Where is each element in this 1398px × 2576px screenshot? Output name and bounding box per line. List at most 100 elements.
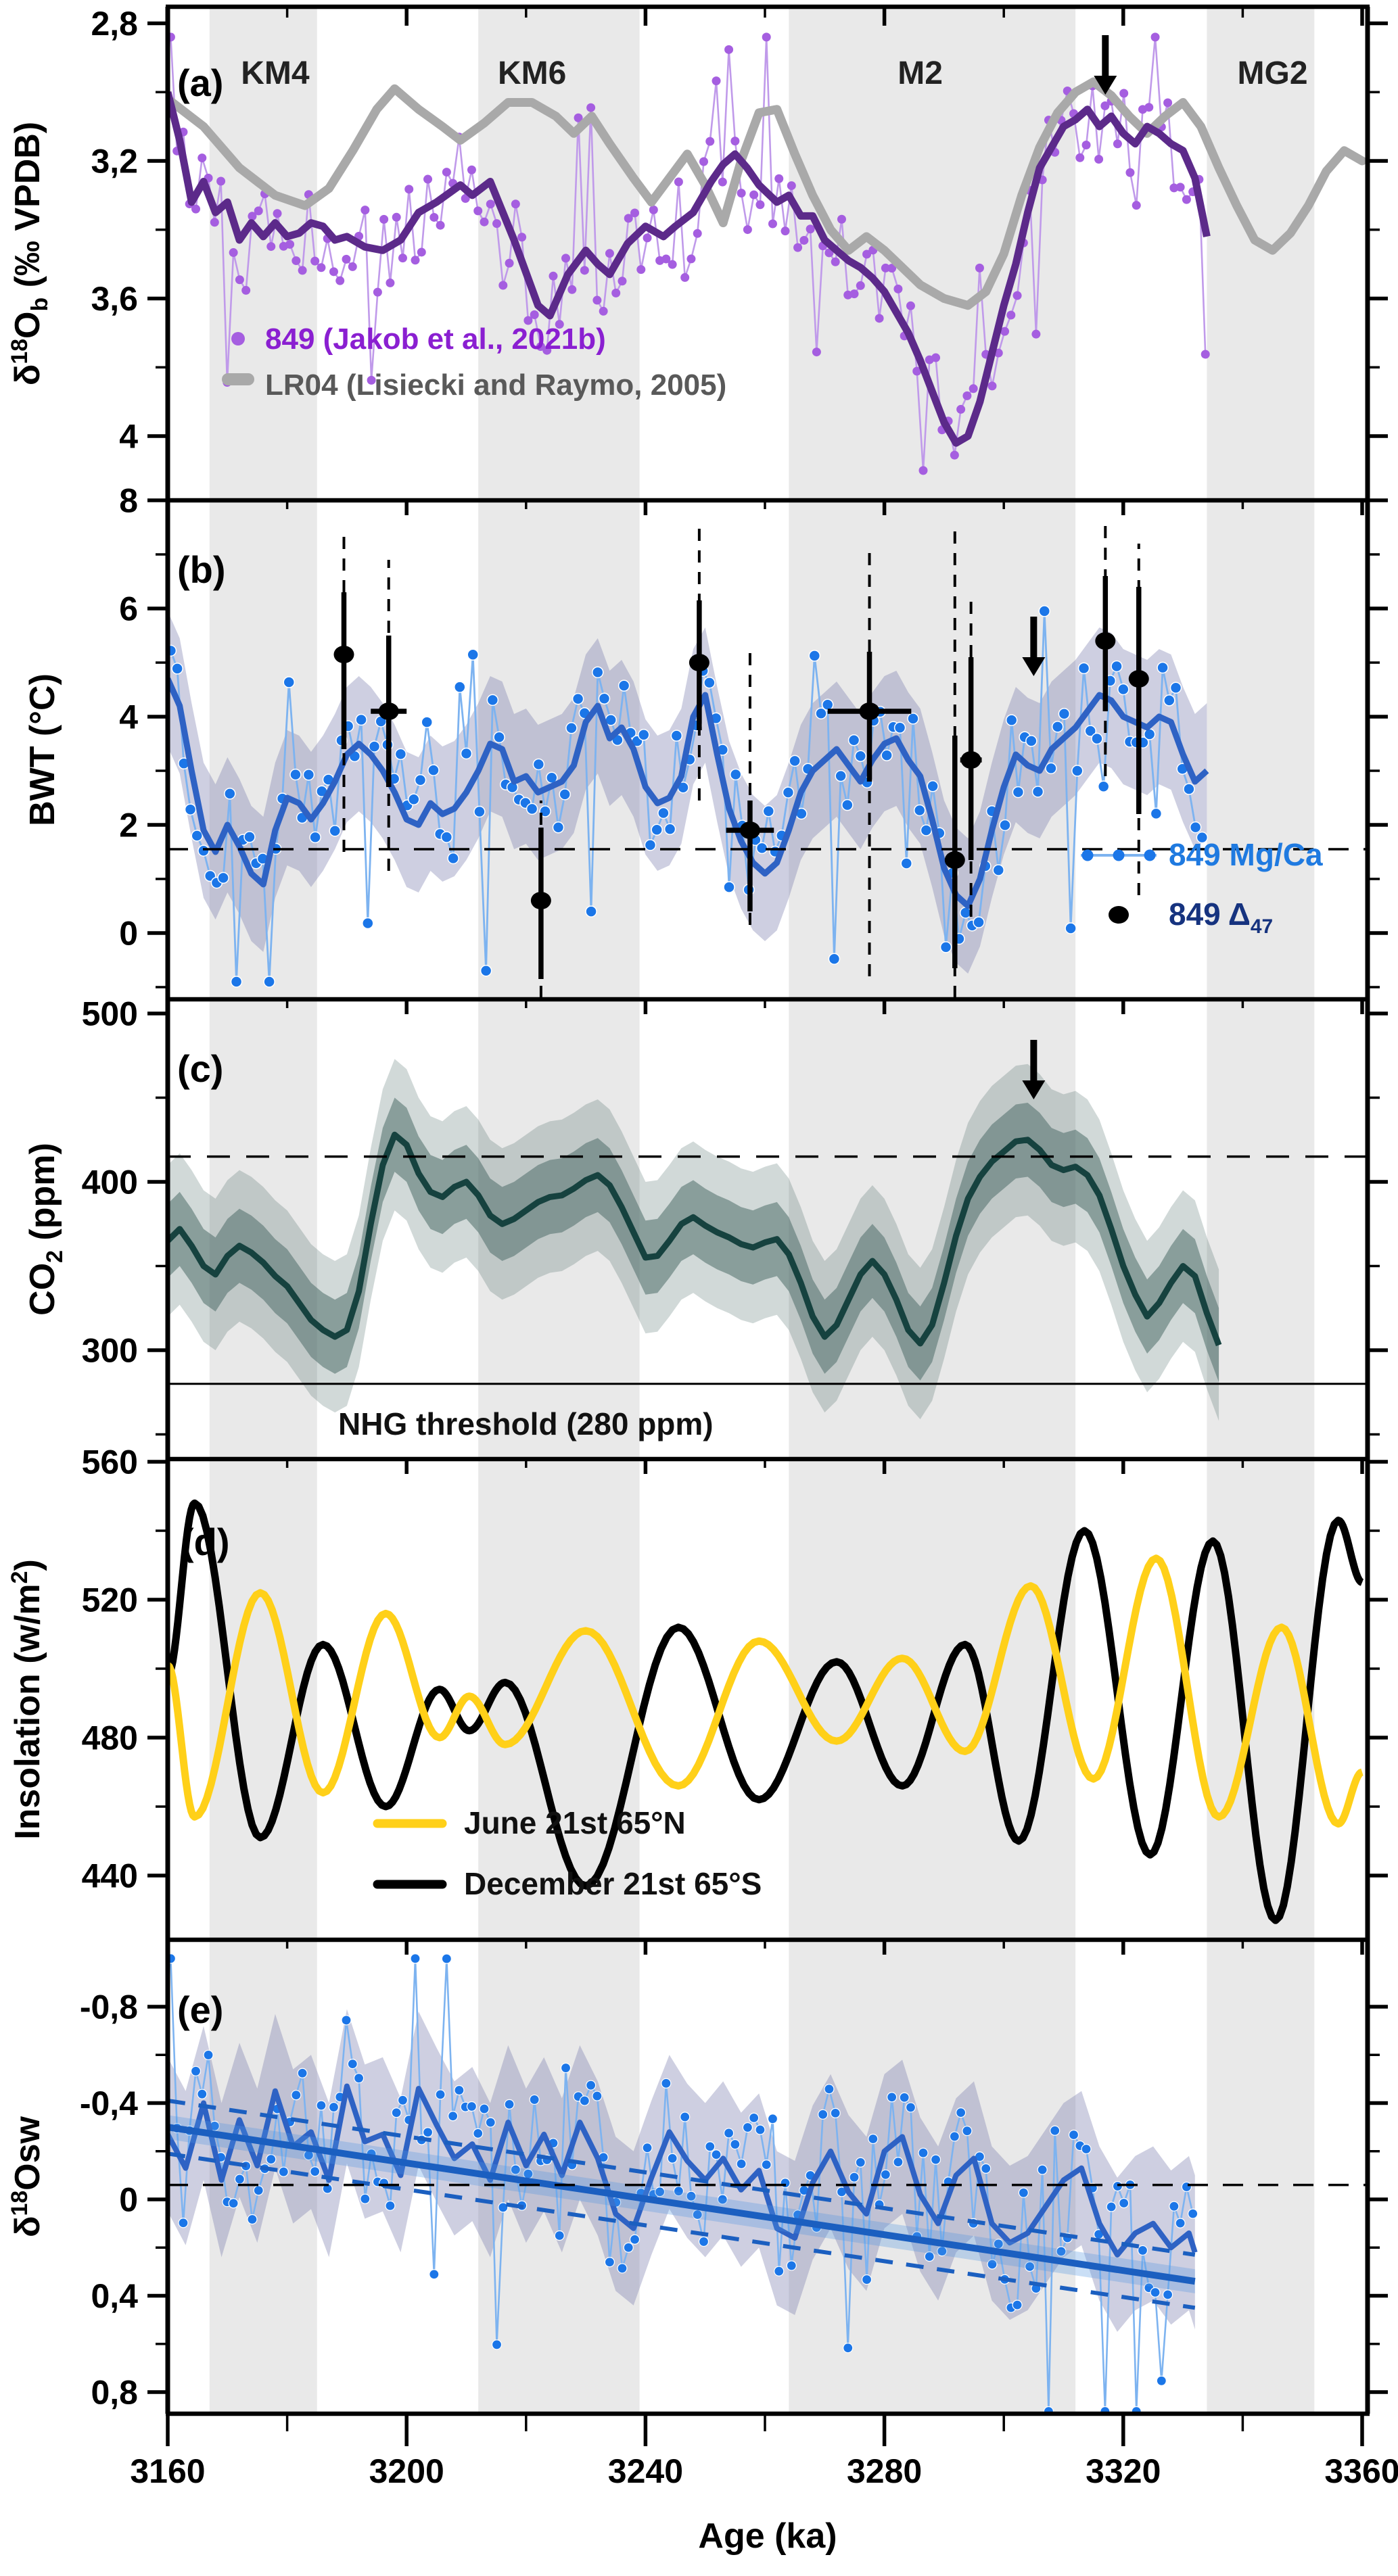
d18ob-raw-dot xyxy=(379,214,389,224)
d18osw-raw-dot xyxy=(880,2169,891,2180)
mgca-raw-dot xyxy=(289,768,302,781)
d18osw-raw-dot xyxy=(617,2263,628,2274)
y-axis-title-c: CO2 (ppm) xyxy=(23,1143,68,1316)
mgca-raw-dot xyxy=(900,857,913,869)
panel-b: 849 Mg/Ca 849 Δ47 (b) xyxy=(168,500,1368,999)
mgca-raw-dot xyxy=(893,721,906,734)
d18ob-raw-dot xyxy=(1144,103,1154,112)
d18osw-raw-dot xyxy=(918,2147,929,2158)
d18ob-raw-dot xyxy=(386,278,395,287)
mgca-raw-dot xyxy=(821,698,834,711)
mgca-raw-dot xyxy=(808,650,821,662)
y-tick-label-d: 520 xyxy=(82,1581,138,1619)
d18osw-raw-dot xyxy=(466,2101,477,2112)
d47-point xyxy=(960,751,981,769)
y-axis-title-d: Insolation (w/m2) xyxy=(7,1559,47,1840)
d18ob-raw-dot xyxy=(618,277,627,286)
mgca-raw-dot xyxy=(1117,683,1129,696)
d18osw-raw-dot xyxy=(987,2259,998,2270)
d18ob-raw-dot xyxy=(912,366,922,376)
d18osw-raw-dot xyxy=(1119,2197,1129,2209)
d47-point xyxy=(1128,670,1149,688)
d18osw-raw-dot xyxy=(1081,2143,1092,2155)
d18ob-raw-dot xyxy=(511,199,520,209)
d18osw-raw-dot xyxy=(391,2107,402,2118)
d18ob-raw-dot xyxy=(661,254,671,264)
mgca-raw-dot xyxy=(394,748,407,761)
d18osw-raw-dot xyxy=(328,2101,340,2113)
d18ob-raw-dot xyxy=(241,285,251,295)
mgca-raw-dot xyxy=(644,839,657,851)
d18ob-raw-dot xyxy=(768,219,777,229)
mgca-raw-dot xyxy=(552,821,565,834)
mgca-raw-dot xyxy=(703,676,716,689)
d18ob-raw-dot xyxy=(718,177,727,187)
mgca-raw-dot xyxy=(526,803,538,815)
d18osw-raw-dot xyxy=(673,2186,684,2197)
d18osw-raw-dot xyxy=(905,2102,916,2113)
d18ob-raw-dot xyxy=(780,226,790,236)
legend-a-dot-marker xyxy=(231,332,245,345)
d18osw-raw-dot xyxy=(347,2059,358,2070)
mgca-raw-dot xyxy=(881,749,893,761)
d18ob-raw-dot xyxy=(643,233,652,243)
y-tick-label-c: 400 xyxy=(82,1164,138,1201)
d18osw-raw-dot xyxy=(579,2095,590,2106)
d18ob-raw-dot xyxy=(423,174,433,184)
d18ob-raw-dot xyxy=(335,276,345,285)
d18ob-raw-dot xyxy=(473,206,483,216)
mgca-raw-dot xyxy=(1051,721,1064,733)
d18ob-raw-dot xyxy=(523,316,533,325)
mgca-raw-dot xyxy=(920,824,933,836)
mgca-raw-dot xyxy=(263,976,275,988)
d18ob-raw-dot xyxy=(856,281,865,290)
d18ob-raw-dot xyxy=(755,200,765,210)
d18ob-raw-dot xyxy=(950,450,959,460)
d18osw-raw-dot xyxy=(949,2131,960,2142)
mgca-raw-dot xyxy=(1169,682,1182,694)
d18osw-raw-dot xyxy=(1025,2261,1035,2272)
stage-band-m2 xyxy=(789,999,1076,1459)
d18osw-raw-dot xyxy=(830,2107,841,2118)
panel-c: NHG threshold (280 ppm) (c) xyxy=(168,999,1368,1459)
mgca-raw-dot xyxy=(224,788,236,800)
d18osw-raw-dot xyxy=(203,2049,214,2061)
lr04-line xyxy=(168,77,1367,310)
mgca-raw-dot xyxy=(1025,735,1038,747)
mgca-raw-dot xyxy=(329,825,341,837)
d18osw-raw-dot xyxy=(930,2154,941,2165)
d18ob-raw-dot xyxy=(893,284,903,293)
mgca-raw-dot xyxy=(1183,783,1195,795)
mgca-raw-dot xyxy=(408,793,420,806)
legend-a-lr04-label: LR04 (Lisiecki and Raymo, 2005) xyxy=(265,368,726,402)
d47-point xyxy=(333,646,354,663)
y-tick-label-a: 3,6 xyxy=(91,280,138,318)
y-axis-title-b: BWT (°C) xyxy=(23,673,62,826)
mgca-raw-dot xyxy=(939,941,952,953)
d18ob-raw-dot xyxy=(724,45,734,54)
mgca-raw-dot xyxy=(1038,605,1050,617)
mgca-raw-dot xyxy=(414,774,427,786)
d18ob-raw-dot xyxy=(849,289,859,299)
d18osw-raw-dot xyxy=(755,2124,766,2135)
d18osw-raw-dot xyxy=(234,2174,246,2185)
mgca-raw-dot xyxy=(217,872,229,884)
stage-band-km4 xyxy=(209,7,317,500)
mgca-raw-dot xyxy=(1077,662,1090,675)
panel-e: (e) xyxy=(168,1940,1368,2414)
mgca-raw-dot xyxy=(828,953,841,965)
d18osw-raw-dot xyxy=(479,2103,490,2114)
d18osw-raw-dot xyxy=(454,2084,465,2096)
d18ob-raw-dot xyxy=(969,384,978,393)
mgca-raw-dot xyxy=(1097,780,1110,792)
d18ob-smoothed-line xyxy=(168,91,1211,447)
d18ob-raw-dot xyxy=(1081,141,1091,150)
d18osw-raw-dot xyxy=(786,2260,797,2271)
stage-band-mg2 xyxy=(1207,7,1315,500)
mgca-raw-dot xyxy=(663,823,676,836)
mgca-raw-dot xyxy=(973,916,985,928)
d18osw-raw-dot xyxy=(1106,2201,1117,2212)
d18ob-raw-dot xyxy=(429,212,439,222)
axes: 3160 3200 3240 3280 3320 3360 Age (ka) 2,8 3,2 3,… xyxy=(7,4,1398,2556)
mgca-raw-dot xyxy=(460,747,473,760)
